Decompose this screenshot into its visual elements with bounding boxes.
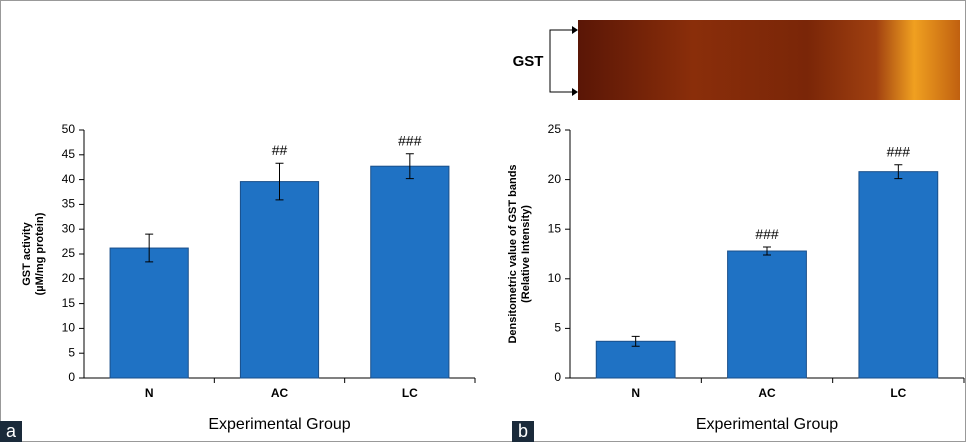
y-axis-label: (µM/mg protein)	[34, 212, 46, 295]
y-tick-label: 15	[548, 221, 562, 235]
x-tick-label: AC	[271, 386, 289, 400]
significance-label: ###	[755, 226, 779, 242]
y-tick-label: 20	[62, 271, 76, 285]
x-tick-label: N	[631, 386, 640, 400]
y-tick-label: 10	[548, 271, 562, 285]
significance-label: ##	[272, 142, 288, 158]
bar	[110, 248, 188, 378]
y-tick-label: 5	[68, 345, 75, 359]
y-tick-label: 40	[62, 172, 76, 186]
bar	[859, 172, 938, 378]
bar	[596, 341, 675, 378]
bar	[728, 251, 807, 378]
y-axis-label: (Relative Intensity)	[520, 205, 532, 303]
panel-label: b	[518, 421, 528, 441]
y-tick-label: 5	[554, 321, 561, 335]
y-tick-label: 0	[68, 370, 75, 384]
significance-label: ###	[398, 133, 422, 149]
x-tick-label: N	[145, 386, 154, 400]
x-axis-label: Experimental Group	[208, 416, 350, 433]
significance-label: ###	[887, 143, 911, 159]
y-tick-label: 25	[62, 246, 76, 260]
y-tick-label: 10	[62, 321, 76, 335]
bar	[240, 182, 318, 378]
y-tick-label: 25	[548, 122, 562, 136]
y-tick-label: 30	[62, 221, 76, 235]
gel-arrows	[572, 26, 578, 96]
y-axis-label: Densitometric value of GST bands	[507, 164, 519, 343]
panel-label: a	[6, 421, 17, 441]
y-axis-label: GST activity	[21, 221, 33, 285]
y-tick-label: 45	[62, 147, 76, 161]
gel-image	[578, 20, 960, 100]
figure: GST 05101520253035404550NAC##LC###GST ac…	[0, 0, 966, 442]
gel-bracket	[550, 30, 572, 92]
x-tick-label: LC	[402, 386, 418, 400]
y-tick-label: 50	[62, 122, 76, 136]
x-tick-label: LC	[890, 386, 906, 400]
bar	[371, 166, 449, 378]
y-tick-label: 35	[62, 197, 76, 211]
x-axis-label: Experimental Group	[696, 416, 838, 433]
y-tick-label: 20	[548, 172, 562, 186]
y-tick-label: 0	[554, 370, 561, 384]
y-tick-label: 15	[62, 296, 76, 310]
x-tick-label: AC	[758, 386, 776, 400]
gel-label: GST	[513, 53, 544, 70]
